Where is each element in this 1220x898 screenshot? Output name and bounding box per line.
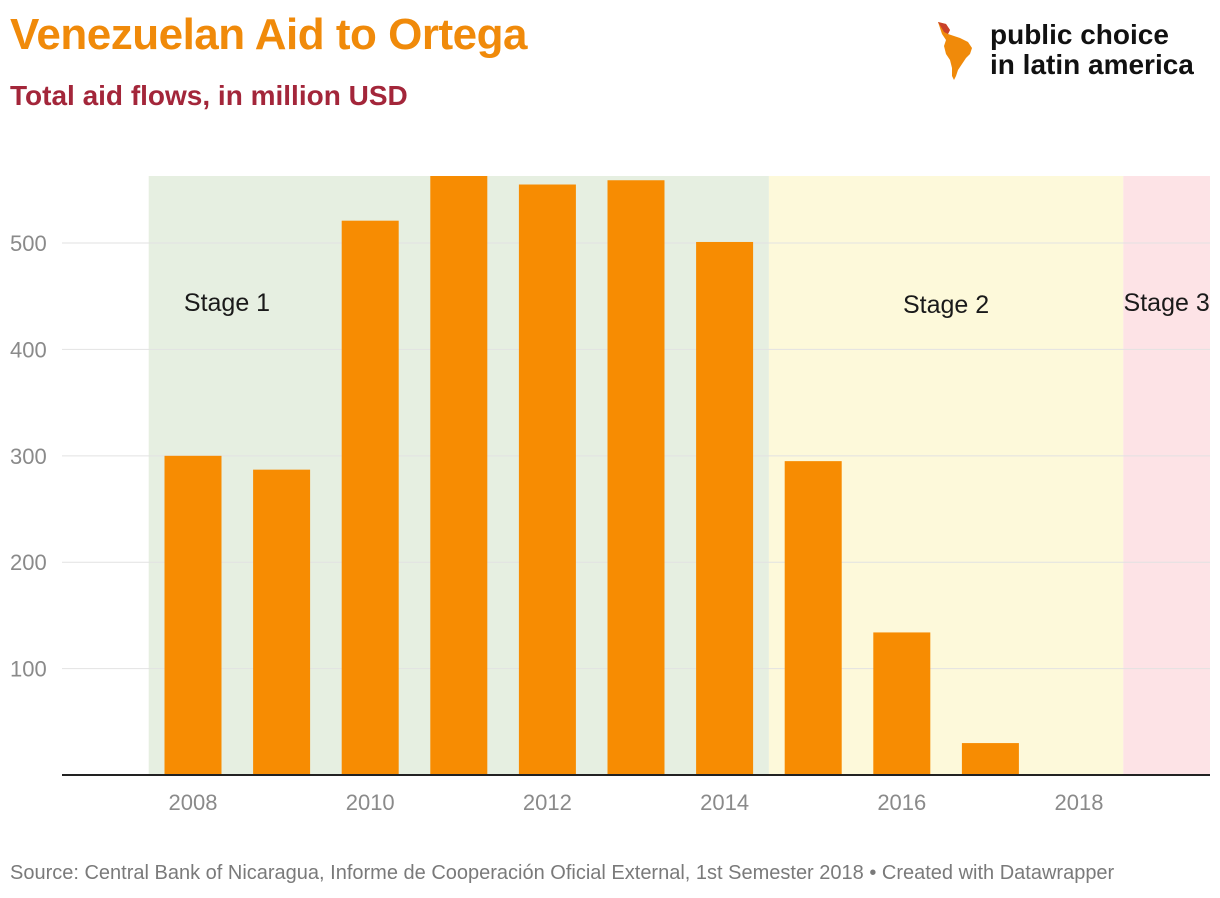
bar-2009 [253, 469, 311, 775]
stage-labels: Stage 1 Stage 2 Stage 3 [184, 289, 1210, 319]
stage-3-label: Stage 3 [1124, 289, 1210, 317]
brand-logo[interactable]: public choice in latin america [930, 18, 1200, 88]
chart-title: Venezuelan Aid to Ortega [10, 10, 527, 59]
bar-2013 [607, 180, 665, 776]
y-tick-label-400: 400 [10, 337, 47, 362]
chart-subtitle: Total aid flows, in million USD [10, 80, 408, 111]
logo-line-2: in latin america [990, 49, 1194, 80]
bar-2017 [961, 743, 1019, 775]
latin-america-map-icon [938, 22, 972, 80]
bar-2016 [873, 632, 931, 775]
axes: 100 200 300 400 500 2008 2010 2012 2014 2016 2018 [10, 231, 1210, 815]
y-tick-label-100: 100 [10, 657, 47, 682]
bar-2014 [696, 241, 754, 775]
x-tick-label-2018: 2018 [1055, 790, 1104, 815]
bar-2010 [341, 220, 399, 775]
x-tick-label-2010: 2010 [346, 790, 395, 815]
logo-text: public choice in latin america [990, 20, 1194, 80]
stage-3-background [1123, 176, 1210, 775]
source-note: Source: Central Bank of Nicaragua, Infor… [10, 862, 1115, 884]
bar-chart: Stage 1 Stage 2 Stage 3 100 200 300 400 500 200… [10, 176, 1210, 815]
x-tick-label-2014: 2014 [700, 790, 749, 815]
bar-2008 [164, 455, 222, 775]
bar-2011 [430, 176, 488, 775]
x-tick-label-2016: 2016 [877, 790, 926, 815]
x-tick-label-2008: 2008 [169, 790, 218, 815]
y-tick-label-500: 500 [10, 231, 47, 256]
bar-2012 [518, 184, 576, 776]
x-tick-label-2012: 2012 [523, 790, 572, 815]
y-tick-label-300: 300 [10, 444, 47, 469]
stage-2-label: Stage 2 [903, 291, 989, 319]
bar-2015 [784, 461, 842, 775]
stage-1-label: Stage 1 [184, 289, 270, 317]
bars [164, 176, 1019, 776]
y-tick-label-200: 200 [10, 550, 47, 575]
logo-line-1: public choice [990, 19, 1169, 50]
